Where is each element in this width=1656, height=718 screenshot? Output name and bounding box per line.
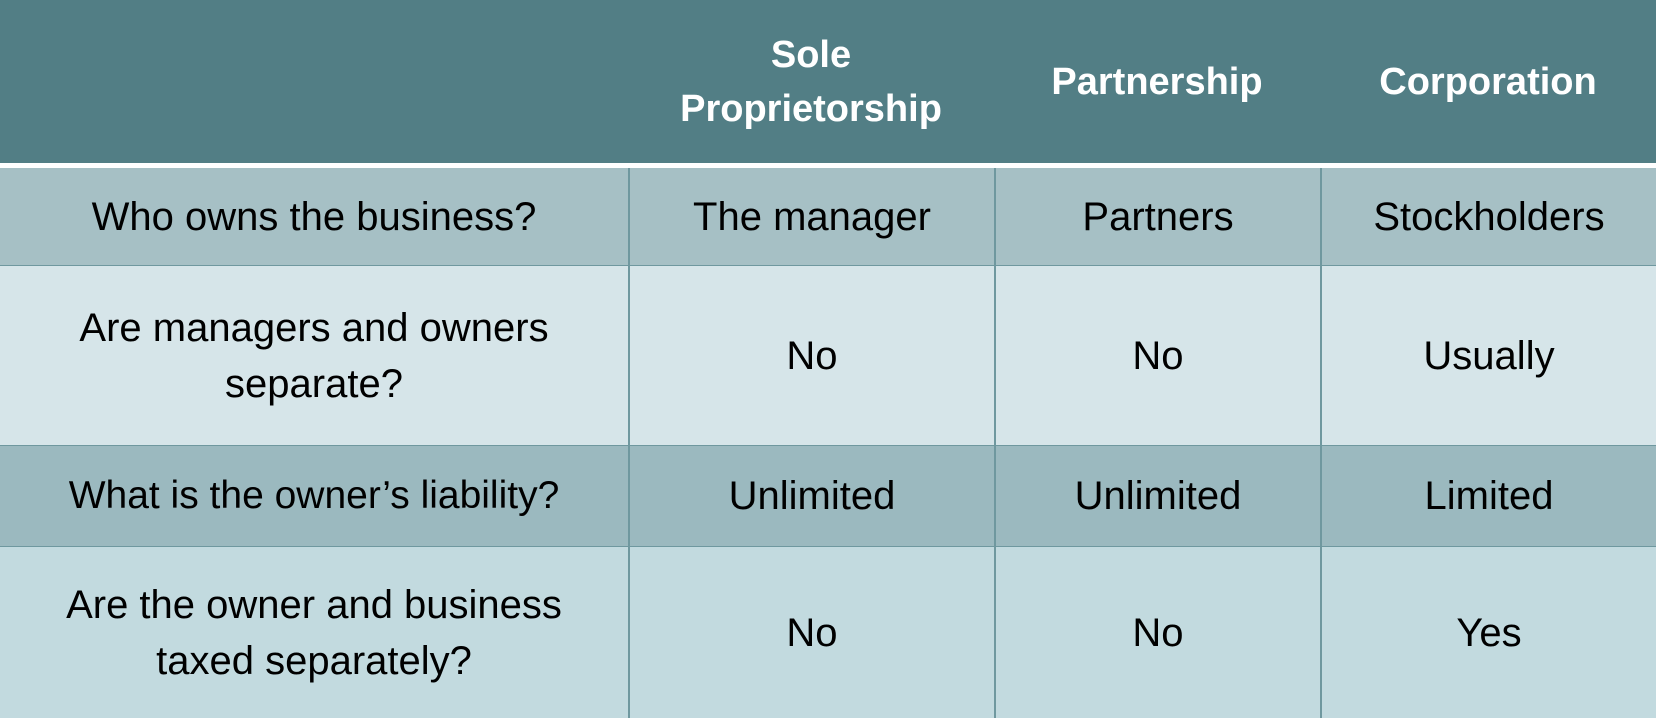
row-owner-corporation: Stockholders (1320, 168, 1656, 265)
header-corporation: Corporation (1320, 0, 1656, 163)
header-corner-cell (0, 0, 628, 163)
row-owner-sole: The manager (628, 168, 994, 265)
header-divider (0, 163, 1656, 168)
row-taxes-partnership: No (994, 546, 1320, 718)
row-question-liability: What is the owner’s liability? (0, 445, 628, 546)
header-partnership: Partnership (994, 0, 1320, 163)
row-taxes-corporation: Yes (1320, 546, 1656, 718)
row-liability-sole: Unlimited (628, 445, 994, 546)
row-separation-partnership: No (994, 265, 1320, 445)
row-separation-corporation: Usually (1320, 265, 1656, 445)
row-taxes-sole: No (628, 546, 994, 718)
row-question-owner: Who owns the business? (0, 168, 628, 265)
header-sole-proprietorship: Sole Proprietorship (628, 0, 994, 163)
row-question-taxes: Are the owner and business taxed separat… (0, 546, 628, 718)
row-liability-partnership: Unlimited (994, 445, 1320, 546)
row-separation-sole: No (628, 265, 994, 445)
row-owner-partnership: Partners (994, 168, 1320, 265)
row-liability-corporation: Limited (1320, 445, 1656, 546)
row-question-separation: Are managers and owners separate? (0, 265, 628, 445)
